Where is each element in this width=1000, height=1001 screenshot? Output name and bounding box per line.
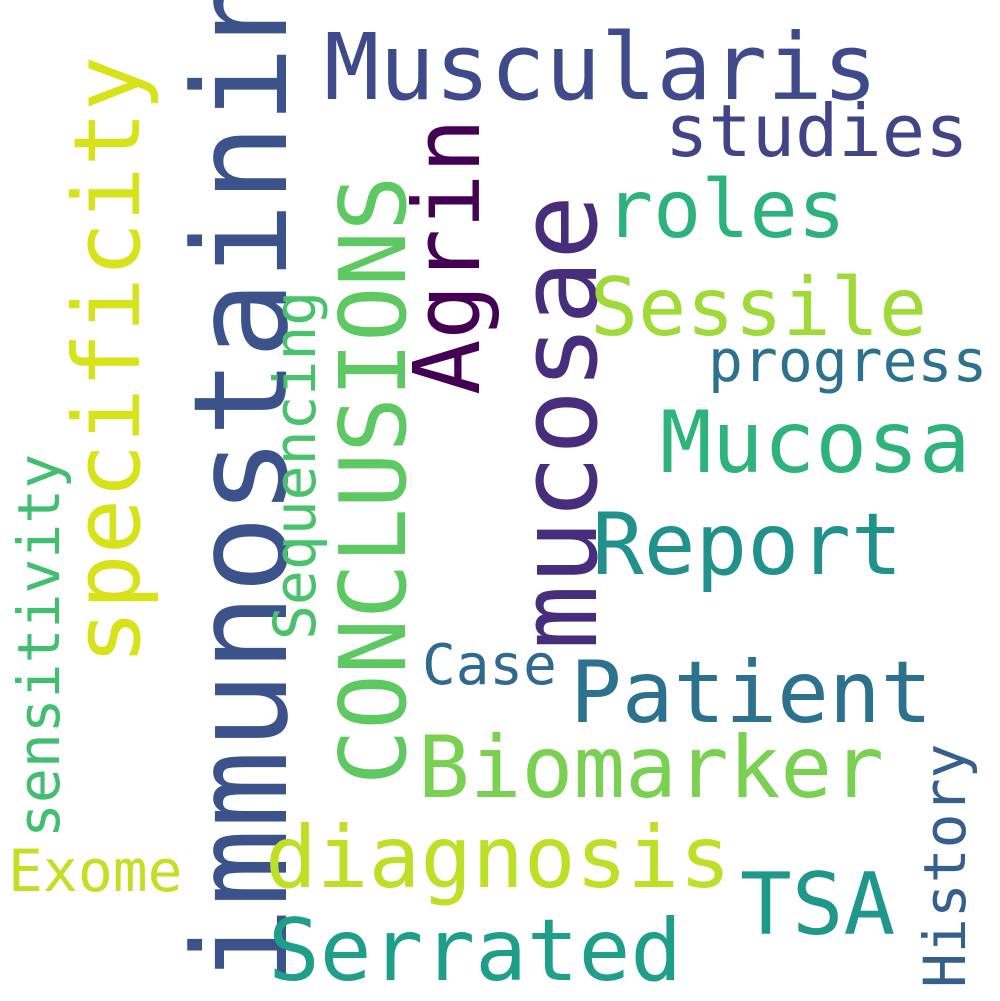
word-patient: Patient — [570, 643, 933, 743]
word-diagnosis: diagnosis — [265, 808, 731, 908]
word-exome: Exome — [8, 837, 183, 905]
word-history: History — [911, 743, 979, 988]
word-agrin: Agrin — [394, 118, 501, 395]
word-tsa: TSA — [740, 855, 896, 955]
word-sequencing: Sequencing — [261, 290, 329, 640]
word-report: Report — [592, 495, 903, 595]
word-case: Case — [422, 633, 557, 698]
word-roles: roles — [605, 163, 846, 256]
word-biomarker: Biomarker — [418, 718, 884, 818]
word-mucosa: Mucosa — [660, 393, 971, 493]
word-serrated: Serrated — [268, 901, 683, 1001]
word-sensitivity: sensitivity — [5, 453, 73, 838]
word-specificity: specificity — [54, 55, 161, 665]
word-sessile: Sessile — [590, 261, 928, 354]
word-studies: studies — [665, 89, 969, 173]
word-progress: progress — [708, 327, 988, 395]
word-muscularis: Muscularis — [324, 14, 878, 121]
